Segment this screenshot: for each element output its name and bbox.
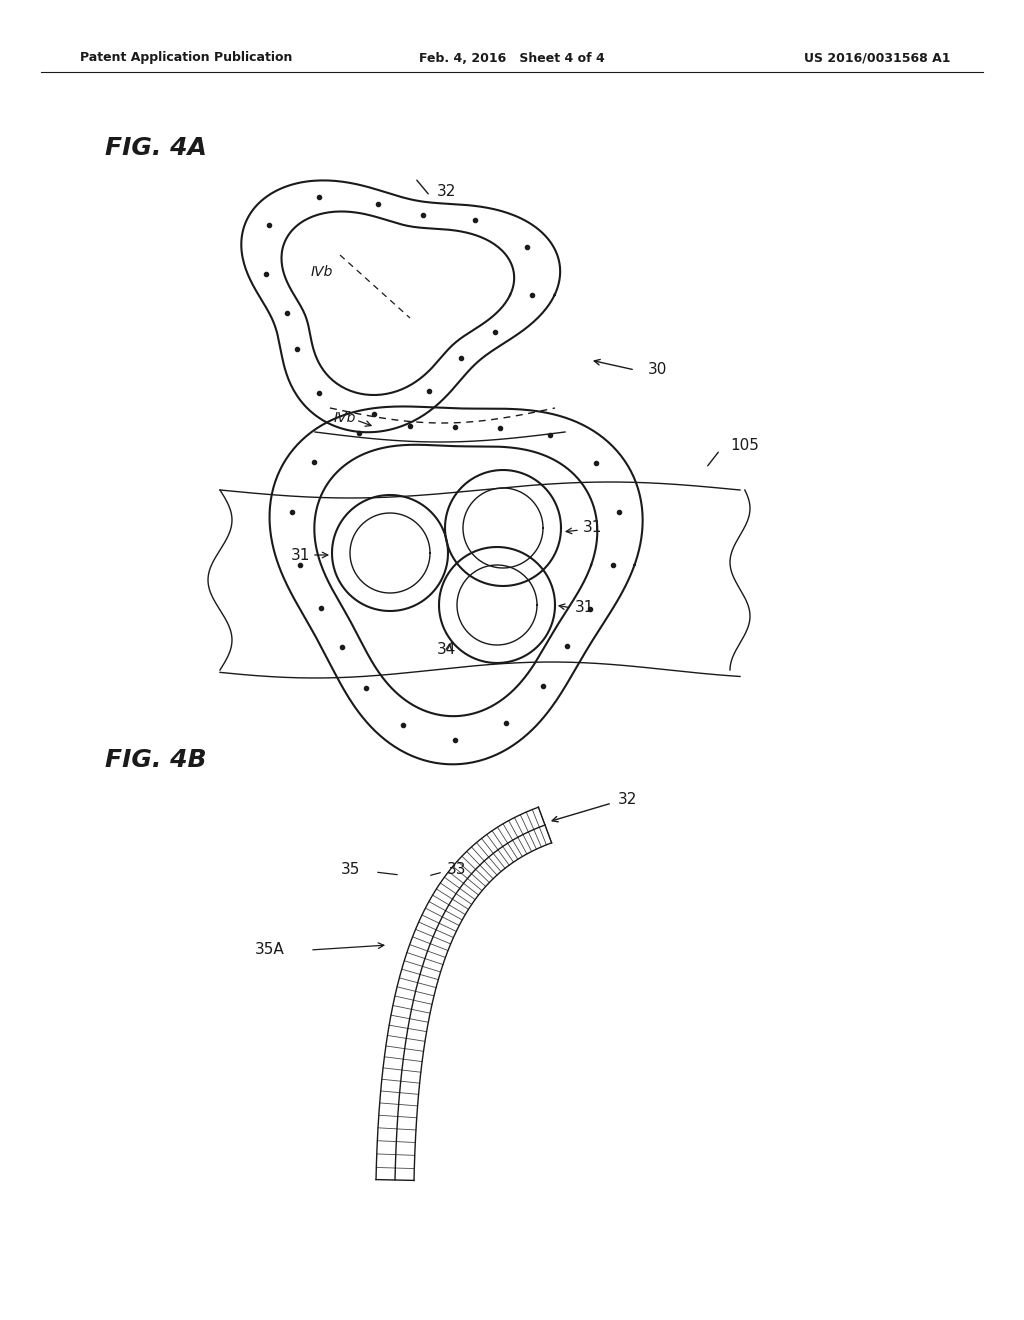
Text: 32: 32 — [618, 792, 637, 808]
Text: 105: 105 — [730, 437, 759, 453]
Text: 31: 31 — [583, 520, 602, 536]
Text: Patent Application Publication: Patent Application Publication — [80, 51, 293, 65]
Text: IVb: IVb — [311, 265, 333, 279]
Text: 35A: 35A — [255, 942, 285, 957]
Text: US 2016/0031568 A1: US 2016/0031568 A1 — [804, 51, 950, 65]
Text: Feb. 4, 2016   Sheet 4 of 4: Feb. 4, 2016 Sheet 4 of 4 — [419, 51, 605, 65]
Text: FIG. 4B: FIG. 4B — [105, 748, 207, 772]
Text: 31: 31 — [291, 548, 309, 562]
Text: 35: 35 — [341, 862, 360, 878]
Text: IVb: IVb — [334, 411, 356, 425]
Text: 31: 31 — [575, 601, 594, 615]
Text: FIG. 4A: FIG. 4A — [105, 136, 207, 160]
Text: 33: 33 — [447, 862, 467, 878]
Text: 34: 34 — [437, 643, 457, 657]
Text: 30: 30 — [648, 363, 668, 378]
Text: 32: 32 — [437, 185, 457, 199]
